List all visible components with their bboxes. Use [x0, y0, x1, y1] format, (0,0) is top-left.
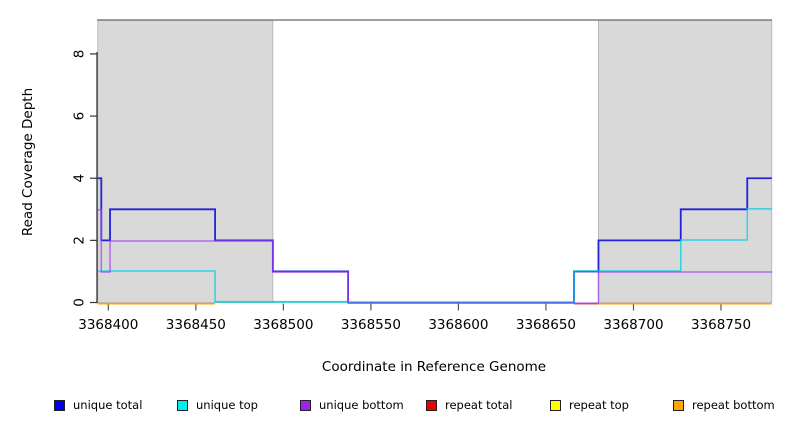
x-tick-label: 3368600 — [428, 317, 488, 333]
chart-layer: 0 2 4 6 8 3368400 3368450 3368500 3368550 3368600… — [72, 19, 773, 333]
y-tick-label: 0 — [72, 298, 88, 307]
legend-item-unique-top: unique top — [177, 397, 258, 413]
x-tick-label: 3368650 — [516, 317, 576, 333]
x-tick-label: 3368750 — [691, 317, 751, 333]
series-unique-bottom — [97, 209, 772, 304]
legend-swatch-icon — [177, 399, 188, 411]
legend-swatch-icon — [673, 399, 684, 411]
shaded-region — [97, 20, 274, 303]
legend-item-repeat-total: repeat total — [426, 397, 512, 413]
legend-swatch-icon — [426, 399, 437, 411]
legend-item-repeat-bottom: repeat bottom — [673, 397, 775, 413]
y-tick-label: 8 — [72, 50, 88, 59]
y-tick-label: 4 — [72, 174, 88, 183]
legend-item-unique-bottom: unique bottom — [300, 397, 404, 413]
legend-label: repeat total — [445, 398, 513, 412]
legend-label: repeat bottom — [692, 398, 775, 412]
legend-swatch-icon — [550, 399, 561, 411]
legend-label: unique total — [73, 398, 143, 412]
y-axis-title: Read Coverage Depth — [20, 88, 36, 236]
legend-swatch-icon — [300, 399, 311, 411]
legend-swatch-icon — [54, 399, 65, 411]
chart-legend: unique total unique top unique bottom repea… — [0, 394, 792, 424]
x-tick-label: 3368450 — [166, 317, 226, 333]
y-tick-label: 6 — [72, 112, 88, 121]
series-unique-top — [97, 208, 772, 303]
legend-item-repeat-top: repeat top — [550, 397, 629, 413]
x-tick-label: 3368400 — [78, 317, 138, 333]
legend-label: repeat top — [569, 398, 629, 412]
y-tick-label: 2 — [72, 236, 88, 245]
x-tick-label: 3368500 — [253, 317, 313, 333]
x-tick-label: 3368550 — [341, 317, 401, 333]
legend-item-unique-total: unique total — [54, 397, 142, 413]
legend-label: unique top — [196, 398, 258, 412]
coverage-chart: 0 2 4 6 8 3368400 3368450 3368500 3368550 3368600… — [20, 19, 773, 375]
x-tick-label: 3368700 — [603, 317, 663, 333]
legend-label: unique bottom — [319, 398, 404, 412]
shaded-region — [598, 20, 773, 303]
x-axis-title: Coordinate in Reference Genome — [322, 359, 546, 375]
